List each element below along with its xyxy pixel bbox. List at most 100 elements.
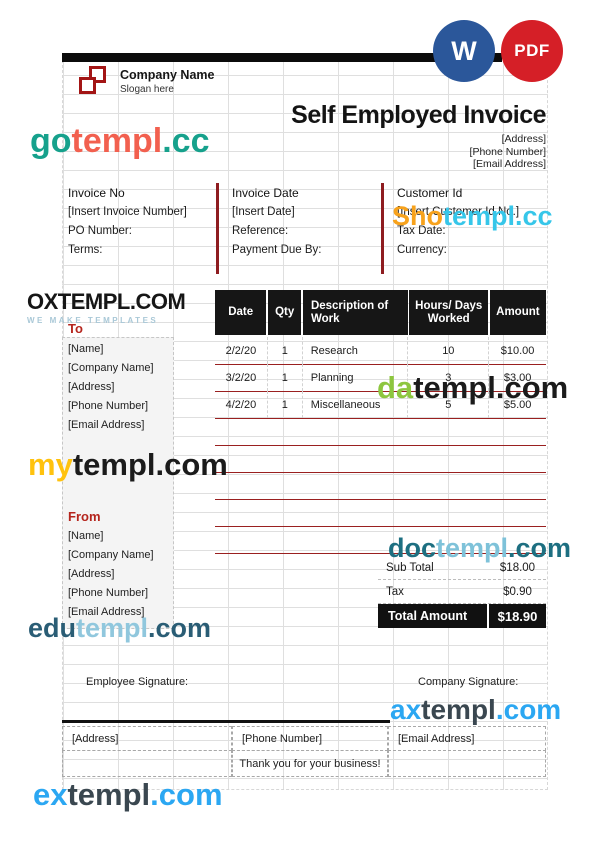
footer-empty-cell (388, 750, 546, 777)
row-amount: $5.00 (488, 391, 546, 418)
invoice-meta-col-2: Invoice Date [Insert Date] Reference: Pa… (232, 184, 382, 260)
from-address: [Address] (68, 568, 115, 580)
col-header-date: Date (215, 290, 267, 335)
watermark-text: ax (390, 694, 422, 725)
footer-phone: [Phone Number] (232, 726, 388, 751)
company-slogan: Slogan here (120, 84, 174, 95)
watermark-shotempl: Shotempl.cc (392, 203, 553, 230)
watermark-doctempl: doctempl.com (388, 535, 571, 562)
word-file-badge[interactable]: W (433, 20, 495, 82)
row-description: Miscellaneous (301, 391, 408, 418)
from-company: [Company Name] (68, 549, 154, 561)
watermark-text: .cc (162, 122, 210, 160)
watermark-text: Sho (392, 201, 443, 231)
col-header-description: Description of Work (302, 290, 408, 335)
watermark-text: .com (150, 777, 223, 812)
currency-label: Currency: (397, 244, 447, 256)
watermark-text: .com (148, 613, 212, 643)
watermark-text: go (30, 122, 72, 160)
from-email: [Email Address] (68, 606, 145, 618)
tax-date-label: Tax Date: (397, 225, 446, 237)
watermark-text: templ (71, 122, 163, 160)
watermark-text: templ.com (72, 447, 228, 482)
row-qty: 1 (266, 337, 302, 364)
invoice-no-value: [Insert Invoice Number] (68, 206, 187, 218)
table-row-empty (215, 445, 546, 473)
table-row-empty (215, 472, 546, 500)
watermark-text: templ.cc (443, 201, 553, 231)
watermark-text: .com (508, 533, 572, 563)
row-description: Research (301, 337, 408, 364)
watermark-text: doc (388, 533, 437, 563)
subtotal-value: $18.00 (499, 561, 536, 574)
customer-id-value: [Insert Customer Id No.] (397, 206, 520, 218)
table-row: 3/2/20 1 Planning 3 $3.00 (215, 364, 546, 392)
tax-row: Tax $0.90 (378, 580, 546, 604)
row-description: Planning (301, 364, 408, 391)
watermark-text: da (377, 370, 414, 405)
to-address: [Address] (68, 381, 115, 393)
to-email: [Email Address] (68, 419, 145, 431)
table-row-empty (215, 418, 546, 446)
watermark-text: my (28, 447, 73, 482)
row-amount: $3.00 (488, 364, 546, 391)
footer-thanks-row: Thank you for your business! (62, 750, 546, 777)
meta-divider (381, 183, 384, 274)
table-row: 4/2/20 1 Miscellaneous 5 $5.00 (215, 391, 546, 419)
tax-label: Tax (386, 585, 404, 598)
company-logo-icon (79, 77, 96, 94)
watermark-text: templ.com (413, 370, 569, 405)
watermark-text: templ (67, 777, 151, 812)
total-amount-value: $18.90 (487, 604, 546, 628)
subtotal-row: Sub Total $18.00 (378, 556, 546, 580)
from-phone: [Phone Number] (68, 587, 149, 599)
invoice-date-label: Invoice Date (232, 186, 299, 200)
header-phone: [Phone Number] (469, 145, 546, 158)
header-email: [Email Address] (473, 158, 546, 170)
watermark-text: OXTEMPL.COM (27, 289, 186, 314)
row-qty: 1 (266, 364, 302, 391)
invoice-no-label: Invoice No (68, 186, 125, 200)
row-hours: 5 (407, 391, 488, 418)
customer-id-label: Customer Id (397, 186, 463, 200)
footer-address: [Address] (62, 726, 232, 751)
to-name: [Name] (68, 343, 104, 355)
meta-divider (216, 183, 219, 274)
watermark-datempl: datempl.com (377, 372, 568, 403)
watermark-tagline: WE MAKE TEMPLATES (27, 316, 159, 325)
reference-label: Reference: (232, 225, 289, 237)
work-table-header: Date Qty Description of Work Hours/ Days… (215, 290, 547, 335)
footer-email: [Email Address] (388, 726, 546, 751)
to-phone: [Phone Number] (68, 400, 149, 412)
word-badge-label: W (451, 35, 477, 66)
watermark-text: templ (421, 694, 496, 725)
watermark-mytempl: mytempl.com (28, 449, 228, 480)
from-heading: From (68, 509, 101, 524)
company-name: Company Name (120, 68, 215, 82)
watermark-text: .com (495, 694, 562, 725)
payment-due-label: Payment Due By: (232, 244, 322, 256)
total-amount-row: Total Amount $18.90 (378, 604, 546, 628)
invoice-date-value: [Insert Date] (232, 206, 295, 218)
row-amount: $10.00 (488, 337, 546, 364)
thank-you-message: Thank you for your business! (232, 750, 388, 777)
col-header-amount: Amount (489, 290, 547, 335)
header-contact-block: [Address] [Phone Number] [Email Address] (300, 133, 546, 171)
footer-divider-line (62, 720, 390, 723)
header-address: [Address] (501, 133, 546, 145)
watermark-text: templ (436, 533, 509, 563)
watermark-text: ex (33, 777, 68, 812)
watermark-extempl: extempl.com (33, 779, 223, 810)
pdf-file-badge[interactable]: PDF (501, 20, 563, 82)
po-number-label: PO Number: (68, 225, 132, 237)
col-header-qty: Qty (267, 290, 302, 335)
party-panel-background (62, 337, 174, 629)
row-qty: 1 (266, 391, 302, 418)
top-black-bar (62, 53, 502, 62)
footer-empty-cell (62, 750, 232, 777)
invoice-meta-col-3: Customer Id [Insert Customer Id No.] Tax… (397, 184, 547, 260)
document-title: Self Employed Invoice (291, 101, 546, 129)
to-fields: [Name] [Company Name] [Address] [Phone N… (68, 340, 188, 435)
total-amount-label: Total Amount (388, 609, 468, 623)
